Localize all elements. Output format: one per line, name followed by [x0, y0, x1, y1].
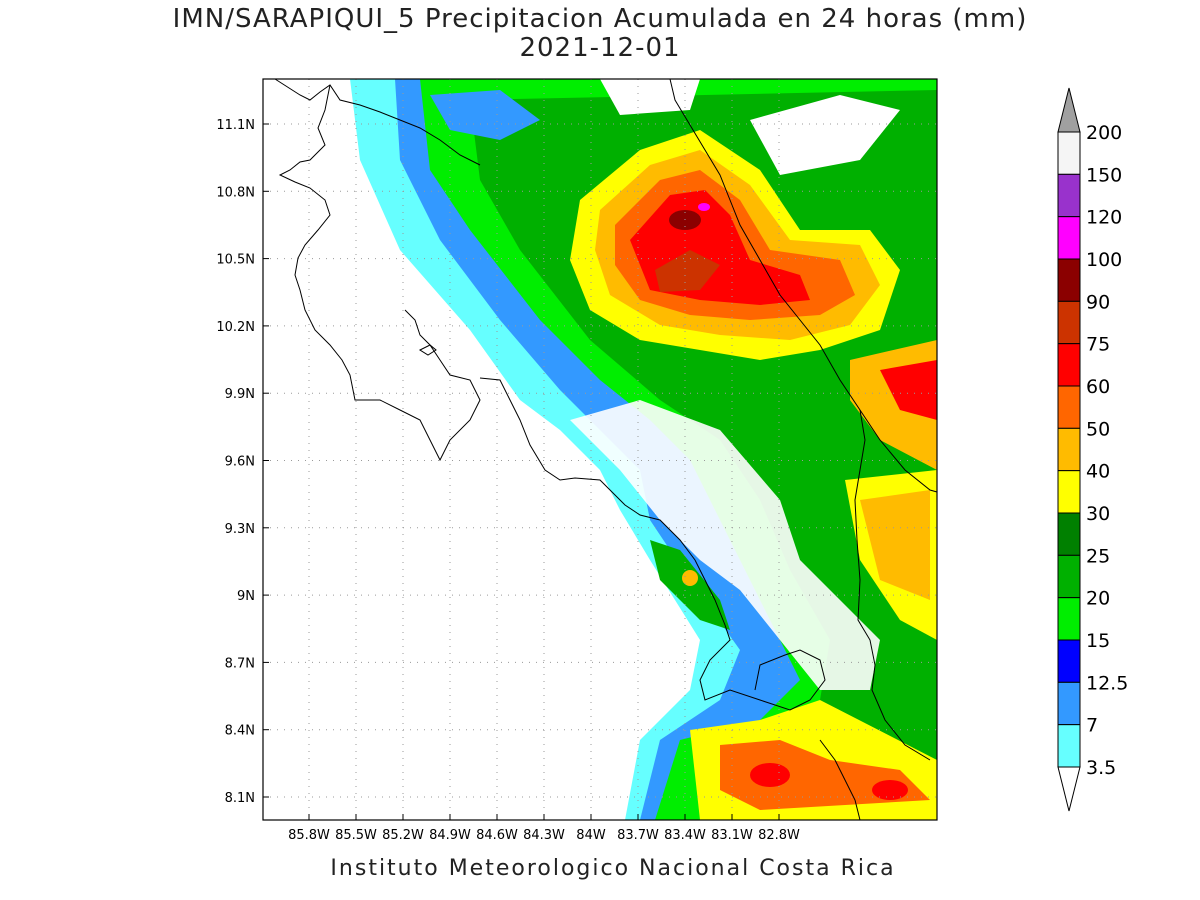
lon-tick-label: 84W: [576, 828, 606, 843]
colorbar-label: 20: [1086, 588, 1110, 610]
colorbar-swatch: [1057, 216, 1081, 260]
lon-tick-label: 82.8W: [758, 828, 800, 843]
lon-tick-label: 85.5W: [335, 828, 377, 843]
colorbar-label: 100: [1086, 249, 1122, 271]
colorbar-over-triangle: [1057, 87, 1081, 133]
colorbar-swatch: [1057, 639, 1081, 683]
lat-tick-label: 11.1N: [216, 118, 255, 133]
institution-credit: Instituto Meteorologico Nacional Costa R…: [330, 856, 896, 881]
colorbar-swatch: [1057, 724, 1081, 768]
latitude-axis: 11.1N 10.8N 10.5N 10.2N 9.9N 9.6N 9.3N 9N 8.7N 8.…: [216, 118, 269, 806]
colorbar-label: 40: [1086, 461, 1110, 483]
colorbar-label: 75: [1086, 334, 1110, 356]
colorbar-label: 200: [1086, 122, 1122, 144]
lon-tick-label: 85.2W: [382, 828, 424, 843]
lon-tick-label: 83.4W: [664, 828, 706, 843]
colorbar-swatch: [1057, 258, 1081, 302]
colorbar-label: 60: [1086, 376, 1110, 398]
lat-tick-label: 9.6N: [225, 455, 255, 470]
colorbar-swatch: [1057, 512, 1081, 556]
map-frame: [262, 78, 938, 821]
colorbar-swatch: [1057, 173, 1081, 218]
lat-tick-label: 8.4N: [225, 724, 255, 739]
lon-tick-label: 83.1W: [711, 828, 753, 843]
colorbar-label: 30: [1086, 503, 1110, 525]
colorbar-label: 3.5: [1086, 757, 1116, 779]
colorbar-swatch: [1057, 427, 1081, 472]
lon-tick-label: 84.9W: [429, 828, 471, 843]
colorbar-swatch: [1057, 385, 1081, 429]
colorbar-label: 12.5: [1086, 672, 1128, 694]
coastline-outline: [274, 78, 938, 821]
lat-tick-label: 9N: [237, 589, 255, 604]
map-title: IMN/SARAPIQUI_5 Precipitacion Acumulada …: [172, 4, 1028, 34]
colorbar-swatch: [1057, 681, 1081, 726]
lon-tick-label: 84.3W: [523, 828, 565, 843]
lat-tick-label: 8.7N: [225, 656, 255, 671]
lon-tick-label: 85.8W: [288, 828, 330, 843]
lat-tick-label: 10.5N: [216, 253, 255, 268]
colorbar-label: 15: [1086, 630, 1110, 652]
colorbar-swatch: [1057, 300, 1081, 345]
colorbar-label: 7: [1086, 715, 1098, 737]
lat-tick-label: 10.8N: [216, 185, 255, 200]
colorbar-swatch: [1057, 343, 1081, 387]
map-date: 2021-12-01: [519, 33, 681, 63]
colorbar-label: 25: [1086, 545, 1110, 567]
lat-tick-label: 9.3N: [225, 522, 255, 537]
lon-tick-label: 83.7W: [617, 828, 659, 843]
lat-tick-label: 9.9N: [225, 387, 255, 402]
colorbar-label: 50: [1086, 418, 1110, 440]
lon-tick-label: 84.6W: [476, 828, 518, 843]
longitude-axis: 85.8W 85.5W 85.2W 84.9W 84.6W 84.3W 84W 83.7W 83…: [288, 814, 800, 843]
colorbar-label: 120: [1086, 207, 1122, 229]
colorbar-label: 90: [1086, 291, 1110, 313]
lat-tick-label: 8.1N: [225, 791, 255, 806]
colorbar-label: 150: [1086, 164, 1122, 186]
precipitation-colorbar: 200 150 120 100 90 75 60 50 40 30 25 20 15 12.5 7 3.5: [1057, 87, 1128, 812]
precipitation-field: [350, 79, 937, 820]
colorbar-swatch: [1057, 131, 1081, 175]
colorbar-swatch: [1057, 597, 1081, 641]
lat-tick-label: 10.2N: [216, 320, 255, 335]
colorbar-under-triangle: [1057, 766, 1081, 812]
colorbar-swatch: [1057, 554, 1081, 599]
map-gridlines: [263, 79, 937, 820]
colorbar-swatch: [1057, 470, 1081, 514]
